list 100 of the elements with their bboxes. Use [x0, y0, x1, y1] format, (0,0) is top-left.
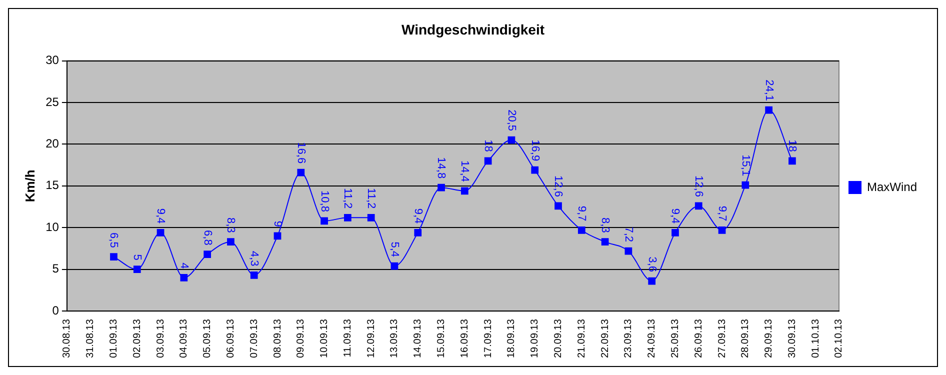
- data-label: 4,3: [248, 250, 260, 266]
- y-axis-title: Km/h: [22, 170, 38, 202]
- y-tick-label: 0: [52, 303, 60, 318]
- point: [694, 202, 702, 210]
- data-label: 7,2: [622, 226, 634, 242]
- data-label: 18: [786, 140, 798, 152]
- point: [367, 214, 375, 222]
- x-tick-label: 17.09.13: [482, 318, 494, 358]
- x-tick-label: 25.09.13: [670, 318, 681, 358]
- data-label: 4: [178, 262, 190, 269]
- data-label: 9,4: [154, 208, 166, 224]
- point: [765, 106, 772, 114]
- x-tick-label: 01.09.13: [108, 318, 120, 358]
- x-tick-label: 29.09.13: [764, 318, 775, 358]
- x-tick-label: 04.09.13: [178, 318, 190, 358]
- legend-label: MaxWind: [866, 180, 918, 194]
- x-tick-label: 20.09.13: [552, 318, 564, 358]
- x-tick-label: 27.09.13: [716, 318, 728, 358]
- point: [204, 250, 211, 258]
- x-tick-label: 30.08.13: [62, 318, 73, 358]
- x-tick-label: 08.09.13: [272, 318, 284, 358]
- point: [460, 187, 468, 195]
- x-tick-label: 13.09.13: [389, 318, 400, 358]
- x-tick-label: 03.09.13: [155, 318, 166, 358]
- x-tick-label: 22.09.13: [600, 318, 611, 358]
- point: [672, 228, 679, 236]
- point: [274, 232, 282, 240]
- y-tick-label: 15: [46, 178, 60, 192]
- x-tick-label: 28.09.13: [740, 318, 752, 358]
- data-label: 18: [482, 140, 494, 152]
- y-tick-label: 25: [46, 94, 60, 109]
- x-tick-label: 18.09.13: [506, 318, 518, 358]
- point: [484, 157, 492, 165]
- point: [788, 157, 796, 165]
- data-label: 5: [131, 254, 144, 260]
- x-tick-label: 31.08.13: [85, 318, 96, 358]
- data-label: 8,3: [599, 218, 612, 233]
- point: [180, 274, 188, 282]
- x-tick-label: 14.09.13: [412, 318, 424, 358]
- x-tick-label: 23.09.13: [623, 318, 634, 358]
- point: [156, 228, 164, 236]
- x-tick-label: 06.09.13: [225, 318, 236, 358]
- x-tick-label: 01.10.13: [810, 318, 822, 358]
- data-label: 11,2: [342, 188, 354, 209]
- data-label: 9,4: [669, 208, 682, 224]
- data-label: 12,6: [552, 176, 564, 197]
- y-tick-label: 10: [46, 220, 60, 234]
- data-label: 16,6: [294, 142, 307, 164]
- y-tick-label: 20: [46, 136, 60, 151]
- x-tick-label: 10.09.13: [319, 318, 330, 358]
- data-label: 24,1: [762, 80, 775, 102]
- point: [133, 266, 141, 274]
- data-label: 20,5: [505, 110, 518, 132]
- point: [250, 272, 258, 279]
- data-label: 16,9: [528, 140, 541, 162]
- data-label: 6,8: [201, 230, 214, 246]
- data-label: 5,4: [388, 242, 400, 258]
- point: [320, 217, 328, 225]
- data-label: 11,2: [365, 188, 378, 209]
- x-tick-label: 05.09.13: [202, 318, 214, 358]
- data-label: 3,6: [646, 256, 658, 272]
- data-label: 12,6: [692, 176, 705, 197]
- x-tick-label: 26.09.13: [693, 318, 704, 358]
- point: [624, 247, 632, 255]
- x-tick-label: 30.09.13: [786, 318, 798, 358]
- x-tick-label: 09.09.13: [296, 318, 307, 358]
- point: [718, 226, 726, 234]
- y-tick-label: 30: [46, 53, 60, 68]
- point: [601, 238, 609, 246]
- point: [578, 226, 586, 234]
- data-label: 14,4: [458, 160, 471, 182]
- point: [110, 253, 118, 261]
- x-tick-label: 19.09.13: [530, 318, 541, 358]
- data-label: 14,8: [435, 157, 448, 179]
- data-label: 6,5: [108, 232, 120, 248]
- x-tick-label: 02.09.13: [132, 318, 143, 358]
- x-tick-label: 12.09.13: [366, 318, 377, 358]
- data-label: 10,8: [318, 190, 330, 212]
- point: [438, 184, 445, 192]
- x-tick-label: 11.09.13: [342, 318, 354, 358]
- x-tick-label: 15.09.13: [436, 318, 448, 358]
- point: [414, 228, 422, 236]
- point: [554, 202, 562, 210]
- chart-title: Windgeschwindigkeit: [402, 21, 545, 38]
- data-label: 9,4: [412, 208, 424, 224]
- x-tick-label: 02.10.13: [834, 318, 845, 358]
- data-label: 9,7: [576, 206, 588, 222]
- point: [390, 262, 398, 270]
- point: [227, 238, 234, 246]
- point: [742, 181, 750, 189]
- x-tick-label: 16.09.13: [459, 318, 470, 358]
- x-tick-label: 24.09.13: [646, 318, 658, 358]
- point: [344, 214, 352, 222]
- x-tick-label: 07.09.13: [248, 318, 260, 358]
- data-label: 15,1: [739, 154, 752, 176]
- data-label: 9,7: [716, 206, 728, 222]
- y-tick-label: 5: [52, 262, 60, 276]
- data-label: 8,3: [224, 218, 237, 233]
- point: [648, 277, 656, 285]
- point: [531, 166, 539, 174]
